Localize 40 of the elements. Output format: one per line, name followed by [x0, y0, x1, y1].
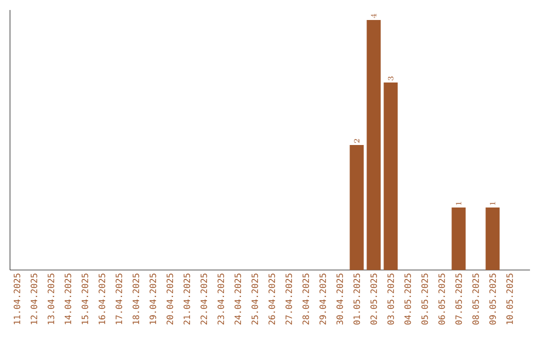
- x-tick-label: 20.04.2025: [166, 274, 174, 324]
- x-tick-label: 12.04.2025: [30, 274, 38, 324]
- x-tick-label: 10.05.2025: [506, 274, 513, 324]
- x-tick-label: 07.05.2025: [455, 274, 462, 325]
- x-tick-label: 24.04.2025: [234, 274, 242, 324]
- x-tick-label: 05.05.2025: [421, 274, 428, 325]
- data-label: 1: [456, 202, 462, 205]
- x-tick-label: 30.04.2025: [336, 274, 344, 325]
- x-tick-label: 03.05.2025: [387, 274, 394, 325]
- data-label: 1: [490, 202, 496, 205]
- x-tick-label: 28.04.2025: [302, 274, 310, 324]
- x-tick-label: 27.04.2025: [286, 274, 292, 324]
- x-tick-label: 23.04.2025: [218, 274, 224, 324]
- x-tick-label: 25.04.2025: [252, 274, 258, 324]
- x-tick-label: 26.04.2025: [268, 274, 276, 324]
- bar: [366, 20, 381, 270]
- x-tick-label: 08.05.2025: [472, 274, 479, 325]
- x-tick-label: 13.04.2025: [48, 274, 54, 324]
- x-tick-label: 22.04.2025: [200, 274, 208, 324]
- x-tick-label: 02.05.2025: [370, 274, 377, 325]
- x-tick-label: 14.04.2025: [64, 274, 72, 324]
- x-tick-label: 01.05.2025: [353, 274, 360, 325]
- data-label: 2: [354, 139, 360, 143]
- bar: [486, 208, 500, 270]
- x-tick-label: 06.05.2025: [438, 274, 445, 325]
- x-tick-label: 17.04.2025: [116, 274, 122, 324]
- data-label: 3: [388, 76, 394, 80]
- x-tick-label: 09.05.2025: [489, 274, 496, 325]
- x-tick-label: 04.05.2025: [404, 274, 411, 325]
- x-tick-label: 29.04.2025: [319, 274, 326, 324]
- x-tick-label: 16.04.2025: [98, 274, 106, 324]
- x-tick-label: 15.04.2025: [82, 274, 88, 324]
- data-label: 4: [370, 14, 376, 18]
- x-tick-label: 18.04.2025: [132, 274, 140, 324]
- bar: [350, 145, 364, 270]
- x-tick-label: 21.04.2025: [184, 274, 190, 324]
- x-tick-label: 11.04.2025: [14, 274, 20, 324]
- bar: [384, 82, 398, 270]
- x-tick-label: 19.04.2025: [150, 274, 156, 324]
- bar: [452, 208, 466, 270]
